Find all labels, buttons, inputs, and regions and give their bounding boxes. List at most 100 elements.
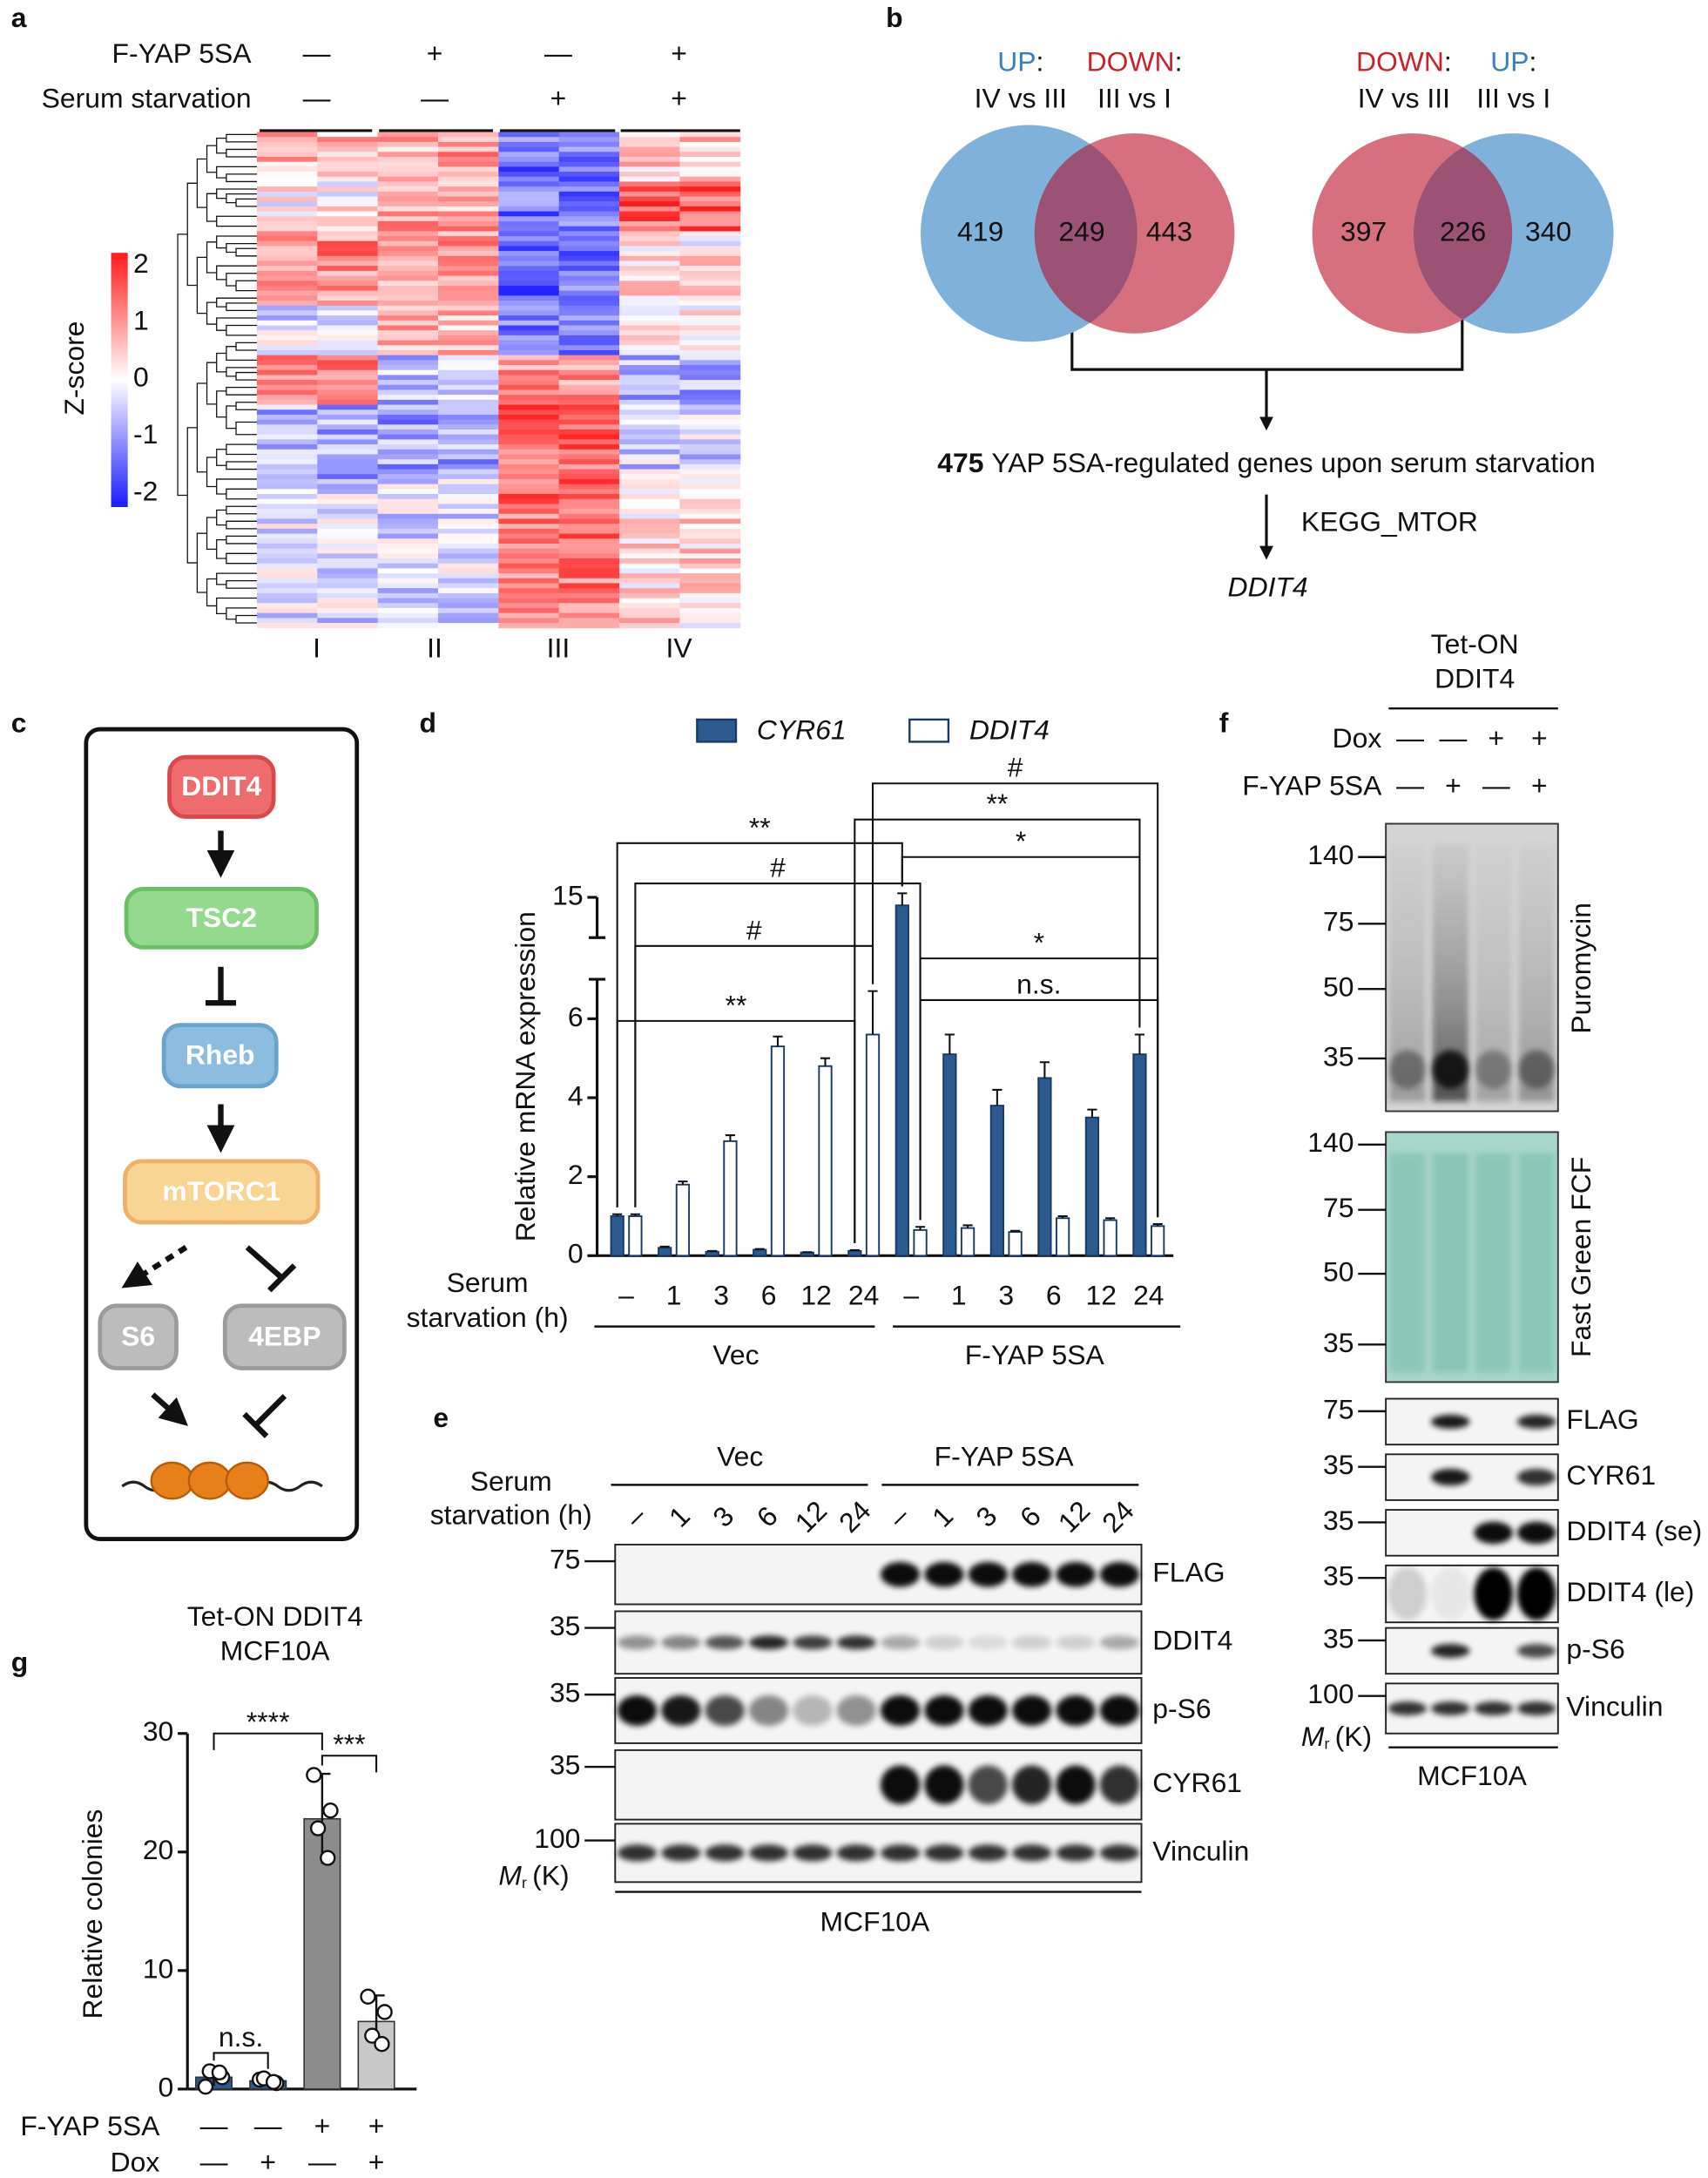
heatmap-cell bbox=[498, 528, 560, 535]
heatmap-cell bbox=[679, 220, 741, 227]
pathway-node bbox=[98, 1303, 179, 1370]
bar bbox=[865, 1033, 881, 1257]
heatmap-cell bbox=[619, 260, 680, 267]
summary-count: 475 bbox=[937, 448, 983, 479]
condition-value: + bbox=[427, 37, 443, 69]
heatmap-cell bbox=[619, 161, 680, 167]
pathway-node bbox=[124, 887, 319, 950]
significance-label: ** bbox=[986, 788, 1008, 819]
heatmap-cell bbox=[558, 141, 620, 148]
arrow bbox=[151, 1392, 188, 1426]
heatmap-cell bbox=[317, 172, 379, 178]
heatmap-cell bbox=[438, 494, 499, 500]
heatmap-cell bbox=[498, 563, 560, 569]
heatmap-cell bbox=[558, 211, 620, 217]
group-label: Vec bbox=[717, 1441, 763, 1472]
heatmap-cell bbox=[619, 335, 680, 342]
heatmap-cell bbox=[619, 533, 680, 539]
band bbox=[924, 1635, 964, 1650]
heatmap-cell bbox=[498, 618, 560, 624]
heatmap-cell bbox=[679, 360, 741, 366]
inhibit-bar bbox=[242, 1411, 269, 1438]
heatmap-cell bbox=[558, 315, 620, 321]
dendrogram bbox=[206, 578, 217, 607]
error-bar bbox=[659, 1245, 670, 1248]
heatmap-cell bbox=[558, 266, 620, 272]
heatmap-cell bbox=[317, 231, 379, 237]
heatmap-cell bbox=[679, 563, 741, 569]
heatmap-cell bbox=[438, 478, 499, 485]
blot-label: CYR61 bbox=[1152, 1767, 1242, 1798]
heatmap-cell bbox=[498, 310, 560, 316]
heatmap-cell bbox=[619, 231, 680, 237]
error-bar bbox=[897, 892, 908, 906]
heatmap-cell bbox=[256, 395, 318, 401]
heatmap-cell bbox=[256, 161, 318, 167]
condition-value: + bbox=[368, 2110, 385, 2141]
heatmap-cell bbox=[619, 459, 680, 465]
heatmap-cell bbox=[317, 459, 379, 465]
y-tick-label: 2 bbox=[568, 1159, 584, 1190]
heatmap-cell bbox=[619, 349, 680, 356]
heatmap-cell bbox=[498, 220, 560, 227]
panel-label: f bbox=[1219, 707, 1229, 739]
heatmap-cell bbox=[256, 592, 318, 599]
heatmap-cell bbox=[377, 592, 439, 599]
set-name-word: DOWN bbox=[1356, 46, 1444, 78]
separator: : bbox=[1444, 46, 1452, 78]
heatmap-cell bbox=[679, 270, 741, 277]
heatmap-cell bbox=[256, 340, 318, 346]
heatmap-cell bbox=[256, 474, 318, 480]
heatmap-cell bbox=[317, 533, 379, 539]
heatmap-cell bbox=[558, 409, 620, 416]
heatmap-cell bbox=[498, 156, 560, 163]
bar bbox=[942, 1053, 957, 1257]
band bbox=[1056, 1635, 1096, 1650]
heatmap-cell bbox=[558, 419, 620, 425]
heatmap-cell bbox=[619, 355, 680, 361]
heatmap-cell bbox=[619, 509, 680, 515]
heatmap-cell bbox=[256, 583, 318, 589]
band bbox=[793, 1844, 833, 1862]
heatmap-cell bbox=[377, 538, 439, 544]
dendrogram bbox=[206, 301, 217, 325]
heatmap-cell bbox=[438, 607, 499, 614]
heatmap-cell bbox=[558, 255, 620, 261]
heatmap-cell bbox=[558, 563, 620, 569]
heatmap-cell bbox=[679, 231, 741, 237]
condition-value: + bbox=[1445, 769, 1462, 801]
data-point bbox=[197, 2079, 214, 2095]
heatmap-cell bbox=[438, 340, 499, 346]
heatmap-cell bbox=[558, 469, 620, 475]
inhibit-bar bbox=[267, 1263, 297, 1293]
heatmap-cell bbox=[679, 474, 741, 480]
lane-label: – bbox=[619, 1500, 652, 1533]
heatmap-cell bbox=[438, 598, 499, 604]
venn-count: 443 bbox=[1146, 215, 1192, 247]
heatmap-cell bbox=[498, 543, 560, 550]
heatmap-cell bbox=[679, 478, 741, 485]
heatmap-cell bbox=[256, 240, 318, 247]
significance-bracket bbox=[634, 944, 874, 1207]
heatmap-cell bbox=[679, 369, 741, 375]
dendrogram bbox=[206, 362, 217, 405]
heatmap-cell bbox=[679, 172, 741, 178]
heatmap-cell bbox=[619, 513, 680, 519]
heatmap-cell bbox=[377, 558, 439, 565]
heatmap-cell bbox=[256, 478, 318, 485]
heatmap-cell bbox=[317, 489, 379, 495]
heatmap-cell bbox=[498, 141, 560, 148]
heatmap-cell bbox=[558, 216, 620, 222]
heatmap-cell bbox=[679, 509, 741, 515]
error-bar bbox=[707, 1249, 718, 1252]
band bbox=[1099, 1765, 1140, 1805]
heatmap-cell bbox=[377, 494, 439, 500]
heatmap-cell bbox=[377, 301, 439, 307]
data-point bbox=[320, 1850, 336, 1866]
inhibit bbox=[253, 1394, 287, 1428]
heatmap-cell bbox=[256, 449, 318, 455]
heatmap-cell bbox=[679, 156, 741, 163]
heatmap-cell bbox=[619, 211, 680, 217]
dendrogram bbox=[216, 478, 257, 495]
dendrogram bbox=[216, 449, 226, 466]
